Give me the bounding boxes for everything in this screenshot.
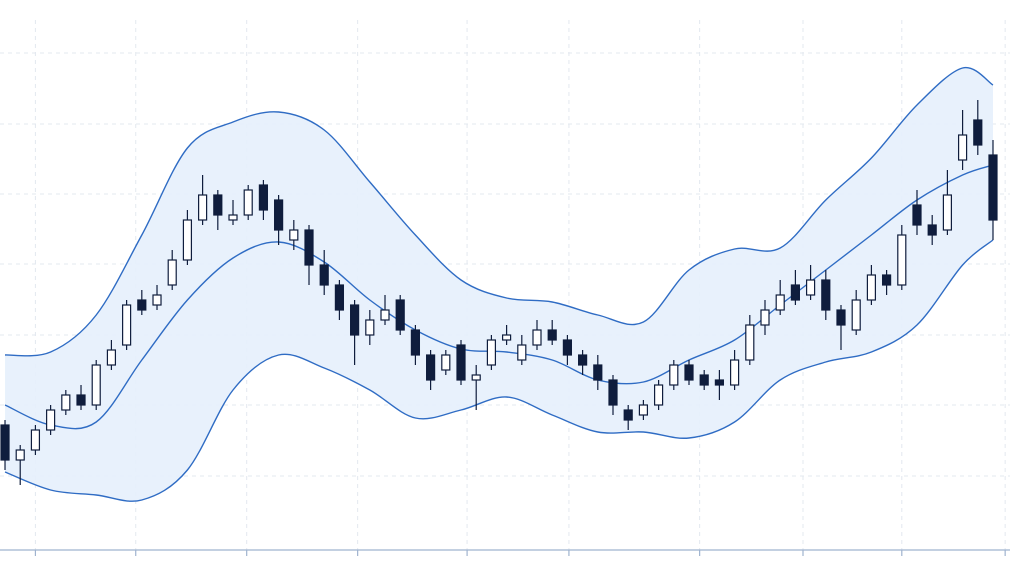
candle-body bbox=[350, 304, 360, 336]
candle-body bbox=[152, 294, 162, 306]
candle-body bbox=[243, 189, 253, 216]
candle-body bbox=[380, 309, 390, 321]
candle-body bbox=[760, 309, 770, 326]
candle-body bbox=[745, 324, 755, 361]
candle-body bbox=[654, 384, 664, 406]
candle-body bbox=[821, 279, 831, 311]
candle-body bbox=[942, 194, 952, 231]
candle-body bbox=[927, 224, 937, 236]
candle-body bbox=[790, 284, 800, 301]
candle-body bbox=[623, 409, 633, 421]
candle-body bbox=[578, 354, 588, 366]
candle-body bbox=[517, 344, 527, 361]
candle-body bbox=[714, 379, 724, 386]
candle-body bbox=[532, 329, 542, 346]
candle-body bbox=[76, 394, 86, 406]
candle-body bbox=[699, 374, 709, 386]
candle-body bbox=[334, 284, 345, 311]
candle-body bbox=[593, 364, 603, 381]
band-fill bbox=[5, 67, 993, 502]
candle-body bbox=[30, 429, 41, 451]
candle-body bbox=[608, 379, 618, 406]
candle-body bbox=[562, 339, 573, 356]
candle-body bbox=[426, 354, 436, 381]
candle-body bbox=[46, 409, 56, 431]
candle-body bbox=[106, 349, 117, 366]
candle-body bbox=[91, 364, 101, 406]
candle-body bbox=[897, 234, 907, 286]
candle-body bbox=[122, 304, 132, 346]
candle-body bbox=[289, 229, 299, 241]
candle-body bbox=[547, 329, 557, 341]
middle-band bbox=[4, 164, 994, 430]
candle-body bbox=[274, 199, 284, 231]
candle-body bbox=[137, 299, 147, 311]
candle-body bbox=[319, 264, 329, 286]
candle-body bbox=[0, 424, 10, 461]
candle-body bbox=[258, 184, 269, 211]
candle-body bbox=[471, 374, 481, 381]
candle-body bbox=[912, 204, 922, 226]
upper-band bbox=[4, 66, 994, 357]
candle-body bbox=[182, 219, 193, 261]
candle-body bbox=[61, 394, 71, 411]
candle-body bbox=[866, 274, 876, 301]
candle-body bbox=[304, 229, 314, 266]
candle-body bbox=[456, 344, 466, 381]
candle-body bbox=[167, 259, 177, 286]
candle-body bbox=[502, 334, 512, 341]
candle-body bbox=[365, 319, 375, 336]
candle-body bbox=[213, 194, 223, 216]
candle-body bbox=[441, 354, 451, 371]
candle-body bbox=[851, 299, 861, 331]
candle-body bbox=[669, 364, 679, 386]
candle-body bbox=[486, 339, 497, 366]
candles bbox=[0, 100, 998, 485]
candle-body bbox=[805, 279, 816, 296]
candle-body bbox=[410, 329, 421, 356]
candle-body bbox=[395, 299, 405, 331]
candle-body bbox=[973, 119, 983, 146]
lower-band bbox=[4, 239, 994, 502]
candle-body bbox=[775, 294, 785, 311]
candle-body bbox=[729, 359, 740, 386]
bollinger-bands bbox=[4, 66, 994, 502]
candle-body bbox=[638, 404, 649, 416]
candle-body bbox=[684, 364, 694, 381]
candle-body bbox=[198, 194, 208, 221]
candle-body bbox=[836, 309, 846, 326]
candle-body bbox=[881, 274, 892, 286]
candle-body bbox=[15, 449, 25, 461]
candle-body bbox=[228, 214, 238, 221]
candle-body bbox=[988, 154, 998, 221]
candle-body bbox=[957, 134, 968, 161]
